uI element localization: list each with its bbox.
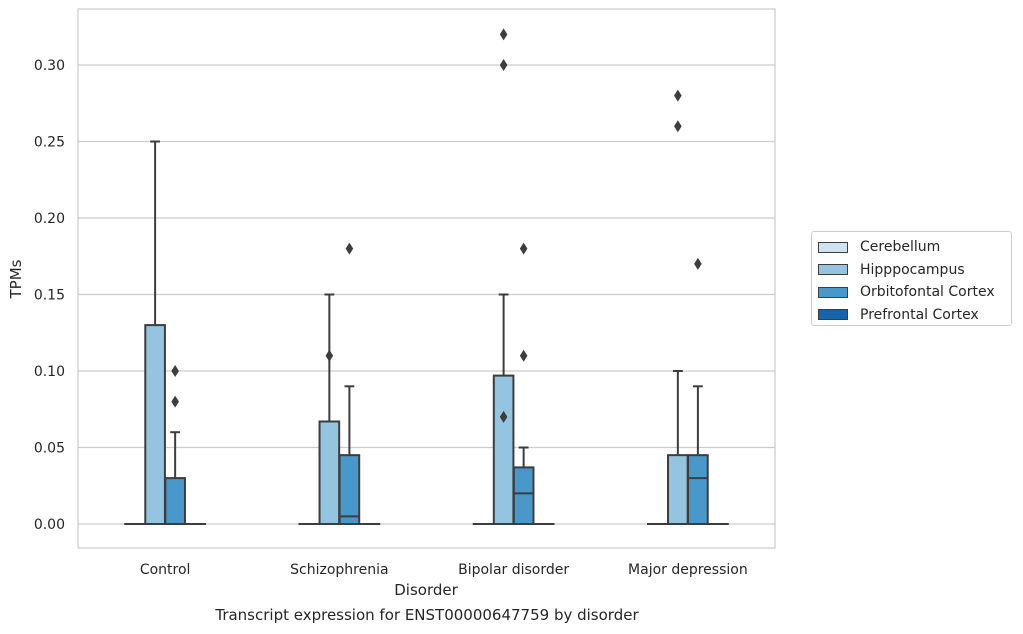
y-tick-label: 0.10: [34, 364, 65, 380]
legend-item: Cerebellum: [818, 236, 1011, 259]
legend-label: Hipppocampus: [860, 261, 965, 278]
box-body: [667, 454, 689, 525]
x-tick-label: Bipolar disorder: [458, 562, 569, 578]
y-tick-label: 0.20: [34, 211, 65, 227]
x-tick-label: Control: [140, 562, 191, 578]
box-body: [144, 324, 166, 525]
legend-swatch: [818, 241, 848, 253]
legend-label: Prefrontal Cortex: [860, 306, 979, 323]
outlier-point: [674, 89, 682, 102]
legend-label: Cerebellum: [860, 239, 941, 256]
box-body: [338, 454, 361, 525]
legend-swatch: [818, 309, 848, 321]
chart-caption: Transcript expression for ENST0000064775…: [215, 606, 639, 624]
legend-swatch: [818, 264, 848, 276]
box-body: [318, 420, 341, 525]
box-body: [492, 374, 515, 525]
y-tick-label: 0.00: [34, 517, 65, 533]
box-body: [512, 466, 535, 526]
outlier-point: [345, 242, 354, 255]
tick-layer: 0.00 0.05 0.10 0.15 0.20 0.25 0.30 Control Schiz…: [34, 58, 748, 578]
legend-label: Orbitofontal Cortex: [860, 284, 995, 301]
legend: Cerebellum Hipppocampus Orbitofontal Corte…: [811, 231, 1012, 326]
y-tick-label: 0.05: [34, 441, 65, 457]
outlier-point: [171, 365, 179, 377]
legend-item: Prefrontal Cortex: [818, 304, 1011, 327]
legend-item: Hipppocampus: [818, 259, 1011, 282]
y-axis-label: TPMs: [7, 259, 25, 299]
outlier-point: [171, 395, 179, 408]
x-axis-label: Disorder: [394, 581, 458, 599]
outlier-point: [499, 59, 508, 71]
plot-frame: [77, 8, 776, 549]
y-tick-label: 0.25: [34, 135, 65, 151]
box-layer: [124, 28, 729, 526]
legend-item: Orbitofontal Cortex: [818, 281, 1011, 304]
x-tick-label: Schizophrenia: [290, 562, 388, 578]
outlier-point: [499, 410, 508, 423]
outlier-point: [325, 349, 334, 362]
outlier-point: [694, 257, 702, 270]
x-tick-label: Major depression: [628, 562, 748, 578]
y-tick-label: 0.30: [34, 58, 65, 74]
outlier-point: [519, 242, 528, 255]
legend-swatch: [818, 286, 848, 298]
y-tick-label: 0.15: [34, 288, 65, 304]
box-body: [687, 454, 709, 525]
outlier-point: [519, 349, 528, 362]
outlier-point: [674, 120, 682, 133]
outlier-point: [499, 28, 508, 41]
box-body: [164, 477, 186, 526]
